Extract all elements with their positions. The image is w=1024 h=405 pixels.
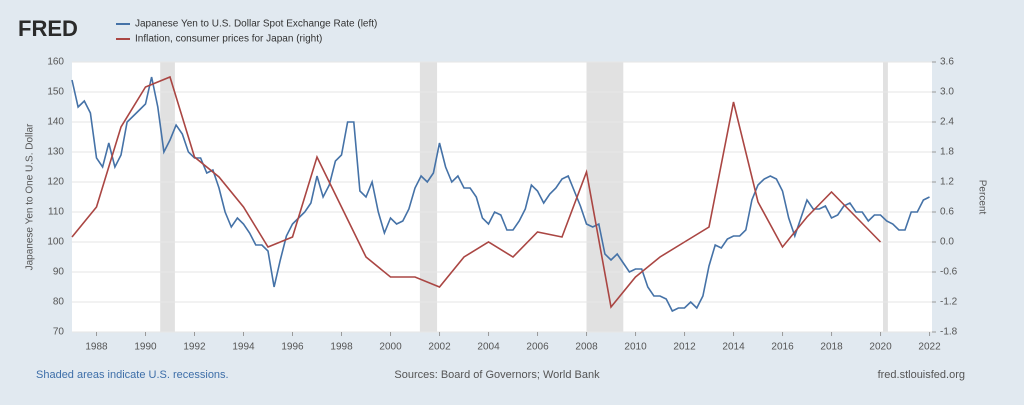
x-tick-label: 2012 bbox=[673, 342, 696, 353]
y2-tick-label: -0.6 bbox=[940, 267, 958, 278]
x-tick-label: 2008 bbox=[575, 342, 598, 353]
x-tick-label: 2004 bbox=[477, 342, 500, 353]
y-tick-label: 150 bbox=[47, 87, 64, 98]
plot-area bbox=[72, 62, 932, 332]
x-tick-label: 1990 bbox=[134, 342, 157, 353]
logo: FRED bbox=[18, 16, 78, 41]
series-line bbox=[71, 76, 930, 313]
y-tick-label: 90 bbox=[53, 267, 65, 278]
x-tick-label: 1996 bbox=[281, 342, 304, 353]
legend-label: Inflation, consumer prices for Japan (ri… bbox=[135, 34, 322, 45]
y-tick-label: 80 bbox=[53, 297, 65, 308]
x-tick-label: 1992 bbox=[183, 342, 206, 353]
y2-tick-label: 1.8 bbox=[940, 147, 954, 158]
y2-axis-label: Percent bbox=[976, 180, 987, 215]
recession bbox=[882, 62, 888, 332]
y2-tick-label: 3.6 bbox=[940, 57, 954, 68]
y-tick-label: 70 bbox=[53, 327, 65, 338]
recession bbox=[586, 62, 624, 332]
y2-tick-label: 1.2 bbox=[940, 177, 954, 188]
y2-tick-label: -1.2 bbox=[940, 297, 958, 308]
y2-tick-label: -1.8 bbox=[940, 327, 958, 338]
y-tick-label: 160 bbox=[47, 57, 64, 68]
y2-tick-label: 0.6 bbox=[940, 207, 954, 218]
note: Shaded areas indicate U.S. recessions. bbox=[36, 369, 229, 381]
x-tick-label: 2010 bbox=[624, 342, 647, 353]
x-tick-label: 1988 bbox=[85, 342, 108, 353]
x-tick-label: 2006 bbox=[526, 342, 549, 353]
y-axis-label: Japanese Yen to One U.S. Dollar bbox=[25, 123, 36, 270]
series-line bbox=[71, 75, 882, 309]
site: fred.stlouisfed.org bbox=[878, 369, 965, 381]
y-tick-label: 110 bbox=[48, 207, 64, 218]
x-tick-label: 2014 bbox=[722, 342, 745, 353]
recession bbox=[160, 62, 175, 332]
x-tick-label: 1994 bbox=[232, 342, 255, 353]
x-tick-label: 2000 bbox=[379, 342, 402, 353]
legend-label: Japanese Yen to U.S. Dollar Spot Exchang… bbox=[135, 19, 377, 30]
y-tick-label: 130 bbox=[47, 147, 64, 158]
x-tick-label: 2016 bbox=[771, 342, 794, 353]
y-tick-label: 100 bbox=[47, 237, 64, 248]
x-tick-label: 2018 bbox=[820, 342, 843, 353]
x-tick-label: 1998 bbox=[330, 342, 353, 353]
y-tick-label: 140 bbox=[47, 117, 64, 128]
source: Sources: Board of Governors; World Bank bbox=[394, 369, 600, 381]
y2-tick-label: 0.0 bbox=[940, 237, 954, 248]
y-tick-label: 120 bbox=[47, 177, 64, 188]
recession bbox=[419, 62, 438, 332]
x-tick-label: 2022 bbox=[918, 342, 941, 353]
y2-tick-label: 2.4 bbox=[940, 117, 954, 128]
y2-tick-label: 3.0 bbox=[940, 87, 954, 98]
x-tick-label: 2020 bbox=[869, 342, 892, 353]
x-tick-label: 2002 bbox=[428, 342, 451, 353]
